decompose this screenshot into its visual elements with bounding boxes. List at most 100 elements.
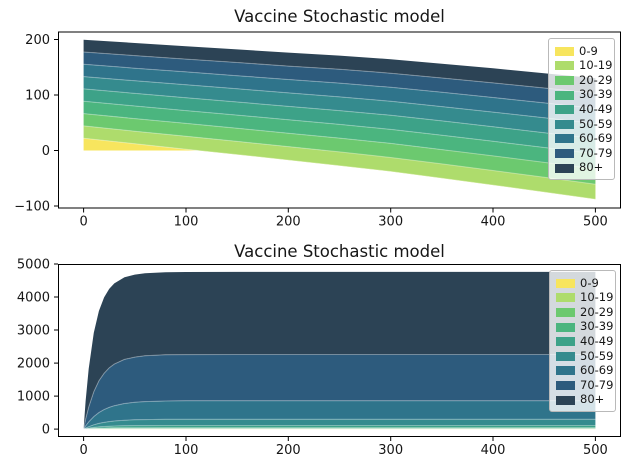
axes-spines	[58, 264, 621, 437]
legend-label: 20-29	[579, 72, 613, 87]
band-edge-line	[83, 354, 596, 430]
x-tick-label: 500	[583, 443, 608, 458]
top-chart-plot-area: 0 100 200 300 400 500 −100 0 100 200	[14, 31, 621, 230]
y-tick-label: 0	[42, 144, 50, 159]
band-edge-line	[83, 427, 596, 430]
legend-swatch-60-69	[556, 366, 575, 376]
legend-label: 0-9	[579, 43, 598, 58]
top-chart-title: Vaccine Stochastic model	[234, 7, 445, 26]
legend-label: 50-59	[579, 116, 613, 131]
legend-label: 30-39	[580, 319, 614, 334]
legend-item-60-69: 60-69	[555, 131, 613, 147]
y-tick-label: 200	[25, 33, 50, 48]
area-band-30-39	[83, 101, 596, 169]
x-tick-label: 300	[378, 215, 403, 230]
band-edge-line	[83, 418, 596, 430]
band-edge-line	[83, 137, 596, 200]
y-tick-label: 4000	[17, 291, 50, 306]
area-band-50-59	[83, 419, 596, 430]
legend-swatch-40-49	[555, 105, 574, 115]
legend-label: 40-49	[579, 101, 613, 116]
y-tick-label: 5000	[17, 258, 50, 273]
legend-item-70-79: 70-79	[556, 377, 614, 393]
legend-label: 70-79	[580, 377, 614, 392]
x-tick-label: 200	[276, 443, 301, 458]
y-tick-label: 100	[25, 89, 50, 104]
legend-item-60-69: 60-69	[556, 363, 614, 379]
area-band-80+	[83, 39, 596, 94]
area-band-70-79	[83, 354, 596, 430]
x-tick-label: 100	[174, 443, 199, 458]
area-band-80+	[83, 271, 596, 430]
x-tick-label: 100	[174, 215, 199, 230]
legend-item-10-19: 10-19	[555, 58, 613, 74]
area-band-40-49	[83, 425, 596, 430]
legend-label: 80+	[579, 160, 604, 175]
legend-swatch-20-29	[555, 75, 574, 85]
legend-item-30-39: 30-39	[556, 319, 614, 335]
legend-label: 10-19	[579, 58, 613, 73]
legend-label: 70-79	[579, 145, 613, 160]
area-band-60-69	[83, 400, 596, 430]
legend-item-20-29: 20-29	[556, 305, 613, 320]
legend-swatch-50-59	[556, 351, 575, 361]
legend-swatch-0-9	[555, 46, 574, 56]
legend-swatch-0-9	[556, 278, 575, 288]
legend-label: 60-69	[580, 363, 614, 378]
band-edge-line	[83, 76, 596, 125]
legend-item-10-19: 10-19	[556, 290, 614, 306]
band-edge-line	[83, 51, 596, 94]
area-band-50-59	[83, 76, 596, 139]
legend-swatch-70-79	[555, 148, 574, 158]
band-edge-line	[83, 428, 596, 430]
legend-swatch-70-79	[556, 380, 575, 390]
y-tick-label: 3000	[17, 324, 50, 339]
legend-swatch-60-69	[555, 134, 574, 144]
legend-label: 30-39	[579, 87, 613, 102]
bottom-chart-title: Vaccine Stochastic model	[234, 242, 445, 261]
band-edge-line	[83, 113, 596, 170]
legend-item-30-39: 30-39	[555, 87, 613, 103]
legend-swatch-40-49	[556, 337, 575, 347]
x-tick-label: 200	[276, 215, 301, 230]
y-tick-label: 2000	[17, 357, 50, 372]
legend-item-50-59: 50-59	[555, 116, 613, 132]
legend-swatch-50-59	[555, 119, 574, 129]
area-band-10-19	[83, 125, 596, 200]
axes-spines	[58, 31, 621, 209]
legend-label: 40-49	[580, 333, 614, 348]
legend-label: 50-59	[580, 348, 614, 363]
legend-item-40-49: 40-49	[556, 333, 614, 349]
legend-label: 0-9	[580, 275, 599, 290]
band-edge-line	[83, 100, 596, 155]
area-band-60-69	[83, 64, 596, 124]
x-tick-label: 400	[481, 443, 506, 458]
x-tick-label: 0	[79, 215, 87, 230]
legend-label: 10-19	[580, 290, 614, 305]
area-band-20-29	[83, 113, 596, 185]
legend-swatch-10-19	[555, 61, 574, 71]
legend-label: 80+	[580, 392, 605, 407]
legend-item-50-59: 50-59	[556, 348, 614, 364]
band-edge-line	[83, 400, 596, 430]
x-tick-label: 0	[79, 443, 87, 458]
y-tick-label: −100	[14, 200, 50, 215]
legend-label: 60-69	[579, 131, 613, 146]
y-tick-label: 0	[42, 423, 50, 438]
legend-swatch-80+	[556, 395, 575, 405]
legend-item-0-9: 0-9	[556, 276, 611, 291]
legend-swatch-30-39	[555, 90, 574, 100]
bottom-chart-legend: 0-9 10-19 20-29 30-39 40-49 50-59 60-69 70-79 80…	[549, 270, 616, 413]
band-edge-line	[83, 425, 596, 430]
band-edge-line	[83, 88, 596, 140]
area-band-70-79	[83, 52, 596, 109]
x-tick-label: 500	[583, 215, 608, 230]
legend-swatch-10-19	[556, 293, 575, 303]
band-edge-line	[83, 125, 596, 185]
y-tick-label: 1000	[17, 390, 50, 405]
top-chart-legend: 0-9 10-19 20-29 30-39 40-49 50-59 60-69 70-79 80…	[548, 38, 615, 181]
legend-item-80+: 80+	[556, 393, 611, 408]
legend-swatch-30-39	[556, 322, 575, 332]
area-band-30-39	[83, 427, 596, 430]
